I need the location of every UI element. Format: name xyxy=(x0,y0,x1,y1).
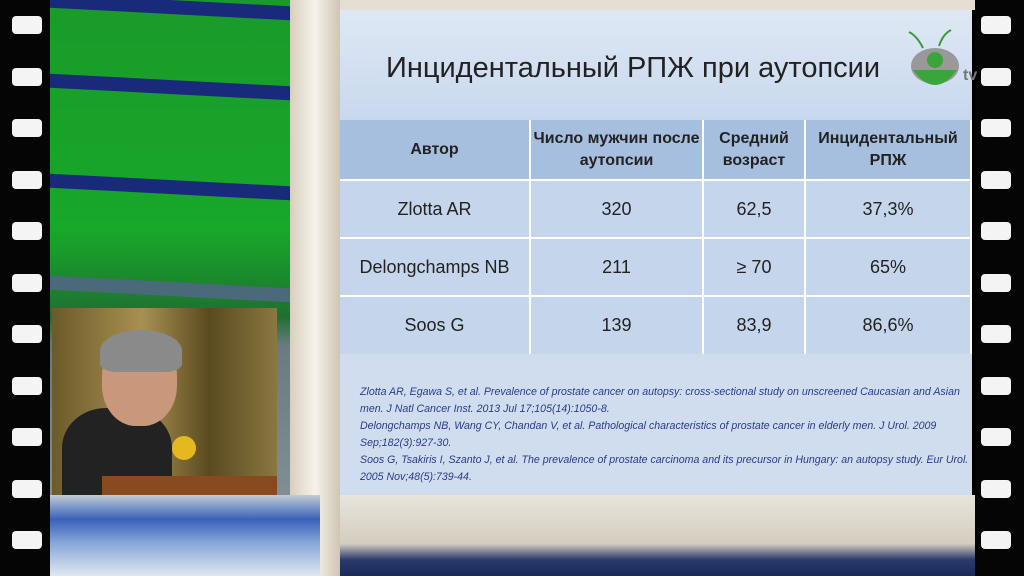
table-row: Soos G 139 83,9 86,6% xyxy=(340,295,972,354)
film-hole xyxy=(12,479,42,498)
header-incidental: Инцидентальный РПЖ xyxy=(805,120,972,180)
header-author: Автор xyxy=(340,120,531,180)
table-cell: ≥ 70 xyxy=(703,237,806,296)
table-cell: 65% xyxy=(805,237,972,296)
film-hole xyxy=(12,273,42,292)
presentation-slide: Инцидентальный РПЖ при аутопсии tv Автор… xyxy=(340,10,977,495)
film-hole xyxy=(12,428,42,446)
svg-text:tv: tv xyxy=(963,67,977,84)
table-cell: 320 xyxy=(530,179,704,238)
table-cell: Delongchamps NB xyxy=(340,237,531,296)
speaker-video xyxy=(52,308,277,495)
references: Zlotta AR, Egawa S, et al. Prevalence of… xyxy=(360,384,970,486)
film-hole xyxy=(981,170,1011,189)
microphone xyxy=(172,436,196,460)
film-hole xyxy=(981,531,1011,549)
film-hole xyxy=(12,376,42,395)
film-hole xyxy=(981,16,1011,34)
table-cell: Zlotta AR xyxy=(340,179,531,238)
header-count: Число мужчин после аутопсии xyxy=(530,120,704,180)
film-hole xyxy=(981,325,1011,343)
reference-item: Zlotta AR, Egawa S, et al. Prevalence of… xyxy=(360,386,960,415)
reference-item: Delongchamps NB, Wang CY, Chandan V, et … xyxy=(360,420,937,449)
film-hole xyxy=(12,67,42,86)
table-cell: 86,6% xyxy=(805,295,972,354)
film-hole xyxy=(981,222,1011,240)
table-cell: Soos G xyxy=(340,295,531,354)
film-strip-left xyxy=(0,0,50,576)
studio-desk xyxy=(50,495,320,576)
table-cell: 37,3% xyxy=(805,179,972,238)
table-cell: 211 xyxy=(530,237,704,296)
film-hole xyxy=(981,67,1011,86)
table-cell: 139 xyxy=(530,295,704,354)
table-row: Zlotta AR 320 62,5 37,3% xyxy=(340,179,972,238)
header-age: Средний возраст xyxy=(703,120,806,180)
autopsy-table: Автор Число мужчин после аутопсии Средни… xyxy=(340,120,972,354)
slide-title: Инцидентальный РПЖ при аутопсии xyxy=(340,10,972,120)
studio-pillar xyxy=(290,0,340,576)
film-hole xyxy=(981,428,1011,446)
screen-frame xyxy=(340,0,975,10)
studio-floor xyxy=(340,495,975,576)
table-cell: 83,9 xyxy=(703,295,806,354)
table-cell: 62,5 xyxy=(703,179,806,238)
table-header-row: Автор Число мужчин после аутопсии Средни… xyxy=(340,120,972,180)
uro-tv-logo: tv xyxy=(908,29,977,85)
film-hole xyxy=(981,273,1011,292)
reference-item: Soos G, Tsakiris I, Szanto J, et al. The… xyxy=(360,454,969,483)
film-hole xyxy=(981,376,1011,395)
film-hole xyxy=(12,531,42,549)
film-hole xyxy=(12,222,42,240)
film-hole xyxy=(981,479,1011,498)
table-row: Delongchamps NB 211 ≥ 70 65% xyxy=(340,237,972,296)
film-hole xyxy=(12,16,42,34)
film-hole xyxy=(12,170,42,189)
film-strip-right xyxy=(975,0,1024,576)
film-hole xyxy=(12,325,42,343)
film-hole xyxy=(12,119,42,137)
film-hole xyxy=(981,119,1011,137)
